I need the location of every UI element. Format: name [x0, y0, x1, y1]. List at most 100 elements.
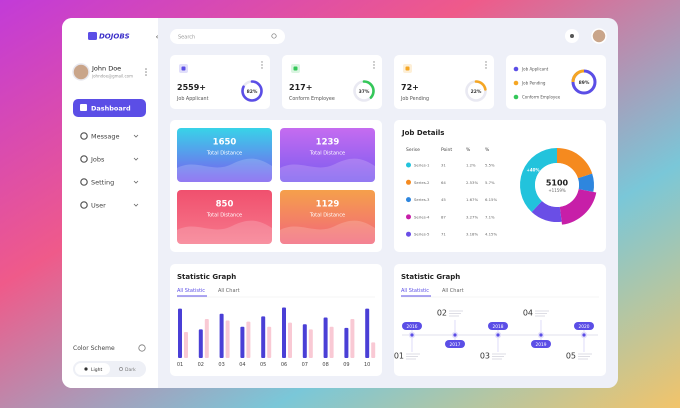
ring-label: 82%	[247, 89, 258, 95]
year: 2018	[493, 324, 504, 330]
step-number: 02	[437, 309, 447, 318]
scheme-option[interactable]: Dark	[125, 367, 136, 373]
timeline-node-core	[496, 333, 500, 337]
legend-label: Conform Employee	[522, 95, 561, 100]
panel-title: Job Details	[401, 129, 444, 137]
ring-progress	[241, 80, 263, 102]
table-cell: 6.15%	[485, 197, 497, 202]
stat-value: 72+	[401, 83, 419, 92]
tab-active[interactable]: All Statistic	[177, 288, 205, 294]
stat-label: Conform Employee	[289, 96, 335, 102]
color-scheme-title: Color Scheme	[73, 345, 115, 352]
year-pill	[531, 340, 551, 348]
x-label: 09	[343, 362, 349, 368]
avatar	[72, 63, 90, 81]
ring-label: 22%	[471, 89, 482, 95]
user-name: John Doe	[91, 65, 121, 73]
year: 2019	[536, 342, 547, 348]
menu-dot	[485, 64, 487, 66]
bar	[323, 317, 328, 358]
step-number: 05	[566, 352, 576, 361]
tab-active[interactable]: All Statistic	[401, 288, 429, 294]
year-pill	[445, 340, 465, 348]
scheme-option-active[interactable]	[75, 363, 110, 375]
distance-value: 1650	[213, 138, 237, 148]
bar	[184, 332, 188, 358]
stat-label: Job Applicant	[176, 96, 209, 102]
table-header: %	[466, 147, 471, 153]
chevron	[133, 203, 139, 207]
donut-segment	[577, 173, 594, 192]
menu-item-active[interactable]	[73, 99, 146, 117]
tab[interactable]: All Chart	[218, 288, 240, 294]
bar	[261, 316, 266, 358]
chevron	[133, 134, 139, 138]
ring-label: 89%	[579, 80, 590, 86]
bar	[219, 313, 224, 358]
menu-icon	[80, 104, 87, 111]
donut-total: 5100	[546, 179, 569, 188]
menu-dot	[373, 67, 375, 69]
bar	[365, 308, 370, 358]
table-cell: 1.67%	[466, 197, 478, 202]
bar	[344, 327, 349, 358]
table-cell: 5.5%	[485, 163, 495, 168]
series-dot	[406, 162, 411, 168]
table-cell: 3.27%	[466, 214, 478, 219]
timeline-node-core	[453, 333, 457, 337]
search-icon	[271, 33, 277, 39]
menu-item: Dashboard	[91, 105, 131, 113]
table-cell: 1.2%	[466, 163, 476, 168]
menu-item[interactable]: User	[91, 202, 106, 210]
table-cell: Series-1	[414, 163, 430, 168]
legend-dot	[513, 94, 519, 100]
user-email: johndoe@gmail.com	[91, 74, 133, 79]
distance-card	[177, 190, 272, 244]
menu-dot	[373, 64, 375, 66]
distance-label: Total Distance	[309, 151, 345, 157]
distance-label: Total Distance	[309, 213, 345, 219]
x-label: 06	[281, 362, 287, 368]
legend-label: Job Pending	[521, 81, 546, 86]
moon-icon	[119, 367, 123, 371]
series-dot	[406, 214, 411, 220]
distance-card	[280, 128, 375, 182]
bar	[267, 326, 272, 358]
year-pill	[488, 322, 508, 330]
step-number: 03	[480, 352, 490, 361]
logo: DOJOBS	[99, 33, 130, 41]
table-cell: 87	[441, 214, 446, 219]
distance-card	[177, 128, 272, 182]
search-box[interactable]	[170, 29, 285, 44]
table-cell: 3.18%	[466, 232, 478, 237]
table-cell: Series-3	[414, 197, 430, 202]
year-pill	[574, 322, 594, 330]
distance-value: 1129	[316, 200, 340, 210]
donut-segment	[557, 148, 593, 179]
bar	[198, 329, 203, 358]
year: 2016	[407, 324, 418, 330]
panel-title: Statistic Graph	[401, 273, 460, 281]
stat-value: 217+	[289, 83, 312, 92]
donut-segment	[559, 189, 597, 225]
series-dot	[406, 197, 411, 203]
profile-avatar[interactable]	[591, 28, 607, 44]
donut-segment	[520, 148, 557, 212]
table-cell: 4.15%	[485, 232, 497, 237]
x-label: 05	[260, 362, 266, 368]
table-cell: 64	[441, 180, 446, 185]
scheme-option: Light	[91, 367, 102, 373]
stat-label: Job Pending	[400, 96, 429, 102]
collapse-button[interactable]: ‹	[156, 33, 159, 41]
bar	[371, 342, 376, 358]
tab[interactable]: All Chart	[442, 288, 464, 294]
x-label: 01	[177, 362, 183, 368]
menu-item[interactable]: Setting	[91, 179, 114, 187]
ring-accent	[571, 69, 585, 83]
menu-item[interactable]: Message	[91, 133, 120, 141]
menu-item[interactable]: Jobs	[90, 156, 105, 164]
menu-dot	[485, 67, 487, 69]
table-cell: 7.1%	[485, 214, 495, 219]
ring-label: 37%	[359, 89, 370, 95]
